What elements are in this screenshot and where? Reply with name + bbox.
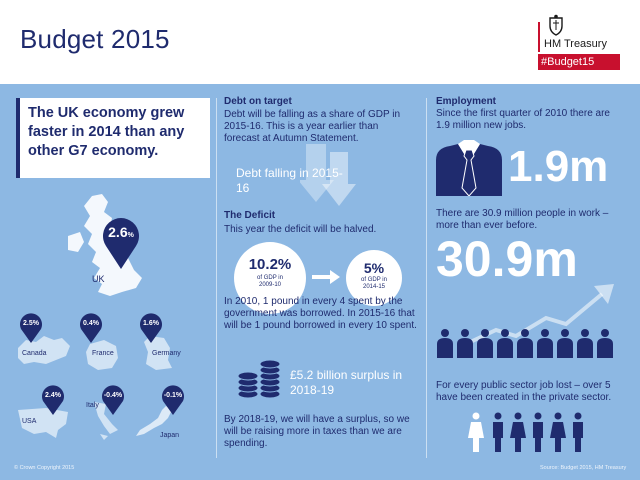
japan-label: Japan [160,432,180,439]
growth-headline: The UK economy grew faster in 2014 than … [28,105,185,159]
italy-label: Italy [86,402,99,409]
canada-label: Canada [22,350,47,357]
debt-heading: Debt on target [224,96,292,107]
germany-map [144,336,172,370]
header: Budget 2015 HM Treasury #Budget15 [0,0,640,84]
in-work-figure: 30.9m [436,231,578,287]
deficit-intro: This year the deficit will be halved. [224,224,377,235]
workforce-people-icon [437,329,613,358]
italy-pin-icon [102,385,124,415]
hashtag-badge: #Budget15 [538,54,620,70]
copyright-note: © Crown Copyright 2015 [14,465,75,471]
new-jobs-figure: 1.9m [508,142,609,191]
coin-stack-icon [237,360,281,399]
deficit-2009-value: 10.2% [248,256,292,273]
japan-map [136,406,172,436]
uk-growth-value: 2.6% [108,224,134,240]
rising-trend-arrow-icon [465,284,614,346]
deficit-2014-circle: 5% of GDP in 2014-15 [346,250,402,306]
page-title: Budget 2015 [20,24,170,54]
canada-pin-icon [20,313,42,343]
column-divider-1 [216,98,217,458]
japan-pin-icon [162,385,184,415]
deficit-2009-label: of GDP in 2009-10 [257,275,283,288]
france-pin-icon [80,313,102,343]
italy-growth-value: -0.4% [103,392,123,399]
usa-growth-value: 2.4% [45,392,61,399]
france-map [86,340,118,370]
france-label: France [92,350,114,357]
private-sector-text: For every public sector job lost – over … [436,380,612,403]
debt-falling-arrows-icon [300,144,356,206]
public-private-people-icon [468,412,583,452]
suit-and-tie-icon [436,140,502,196]
deficit-2014-label: of GDP in 2014-15 [361,277,387,290]
brand-rule [538,22,540,52]
fiscal-column: Debt on target Debt will be falling as a… [224,96,420,145]
employment-intro: Since the first quarter of 2010 there ar… [436,108,610,131]
france-growth-value: 0.4% [83,320,99,327]
germany-pin-icon [140,313,162,343]
italy-map [94,402,118,440]
uk-label: UK [92,274,105,284]
japan-growth-value: -0.1% [163,392,183,399]
surplus-body: By 2018-19, we will have a surplus, so w… [224,414,410,449]
in-work-text: There are 30.9 million people in work – … [436,208,609,231]
deficit-body: In 2010, 1 pound in every 4 spent by the… [224,296,417,331]
employment-heading: Employment [436,96,497,107]
uk-growth-pin-icon [103,218,139,269]
brand-name: HM Treasury [544,38,607,50]
growth-headline-box: The UK economy grew faster in 2014 than … [16,98,210,178]
debt-body: Debt will be falling as a share of GDP i… [224,109,401,144]
usa-pin-icon [42,385,64,415]
germany-label: Germany [152,350,181,357]
usa-map [18,408,68,438]
debt-falling-callout: Debt falling in 2015-16 [236,166,343,195]
germany-growth-value: 1.6% [143,320,159,327]
source-note: Source: Budget 2015, HM Treasury [540,465,627,471]
deficit-heading: The Deficit [224,210,276,221]
surplus-callout: £5.2 billion surplus in 2018-19 [290,368,403,397]
deficit-2009-circle: 10.2% of GDP in 2009-10 [234,242,306,314]
column-divider-2 [426,98,427,458]
infographic-panel: The UK economy grew faster in 2014 than … [0,84,640,480]
canada-growth-value: 2.5% [23,320,39,327]
royal-crest-icon [549,14,563,36]
arrow-right-icon [312,270,340,284]
deficit-2014-value: 5% [363,260,385,276]
usa-label: USA [22,418,37,425]
